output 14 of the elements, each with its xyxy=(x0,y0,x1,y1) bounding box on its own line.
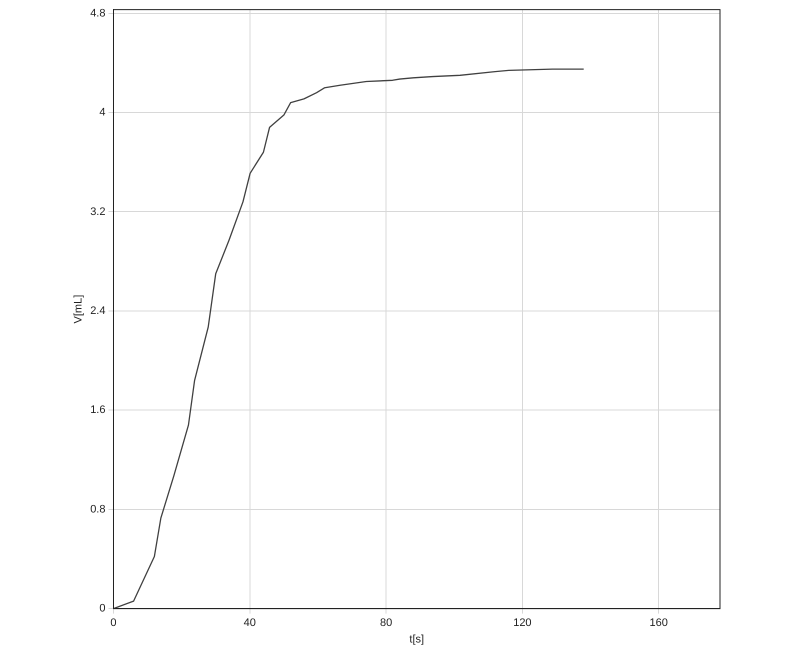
y-tick-label: 0 xyxy=(99,602,106,615)
y-tick-label: 1.6 xyxy=(90,404,106,416)
x-tick-label: 80 xyxy=(380,617,392,630)
x-tick-label: 40 xyxy=(244,617,256,630)
x-tick-label: 120 xyxy=(513,617,532,630)
y-tick-label: 2.4 xyxy=(90,304,106,317)
x-tick-label: 0 xyxy=(110,617,117,630)
y-tick-label: 0.8 xyxy=(90,503,106,516)
x-tick-label: 160 xyxy=(649,617,668,630)
x-axis-title: t[s] xyxy=(409,633,424,646)
y-tick-label: 4 xyxy=(99,106,106,119)
y-tick-label: 3.2 xyxy=(90,206,106,218)
y-axis-title: V[mL] xyxy=(72,294,85,324)
y-tick-label: 4.8 xyxy=(90,7,106,20)
